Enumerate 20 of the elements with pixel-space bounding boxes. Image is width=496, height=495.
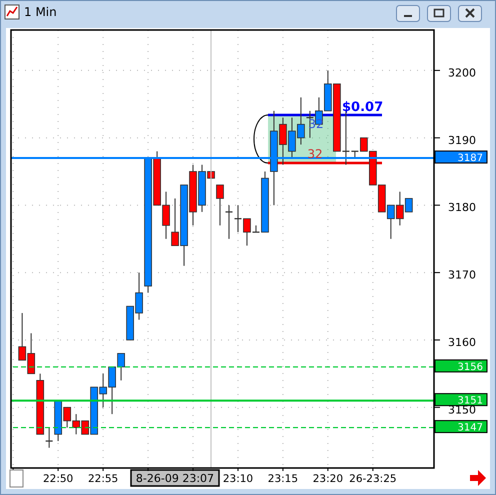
- ref-line-label: 3156: [458, 362, 483, 373]
- ref-line-label: 3151: [458, 396, 483, 407]
- y-tick-label: 3200: [448, 66, 476, 80]
- annotation: $0.07: [342, 100, 384, 115]
- y-tick-label: 3180: [448, 201, 476, 214]
- ref-line-label: 3187: [458, 153, 483, 164]
- x-tick-label: 23:15: [268, 473, 298, 485]
- y-tick-label: 3190: [448, 134, 476, 147]
- x-tick-label: 22:55: [88, 473, 118, 485]
- x-tick-label: 23:20: [312, 473, 344, 485]
- ref-line-label: 8-26-09 23:07: [136, 472, 214, 485]
- x-tick-label: 23:10: [222, 473, 254, 485]
- x-tick-label: 22:50: [42, 473, 74, 485]
- y-tick-label: 3170: [448, 268, 476, 282]
- ref-line-label: 3147: [458, 422, 483, 434]
- candlestick: [117, 352, 125, 381]
- chart-title: 1 Min: [24, 5, 57, 19]
- candlestick: [216, 184, 224, 226]
- x-tick-label: 26-23:25: [349, 473, 397, 485]
- y-tick-label: 3160: [448, 336, 476, 349]
